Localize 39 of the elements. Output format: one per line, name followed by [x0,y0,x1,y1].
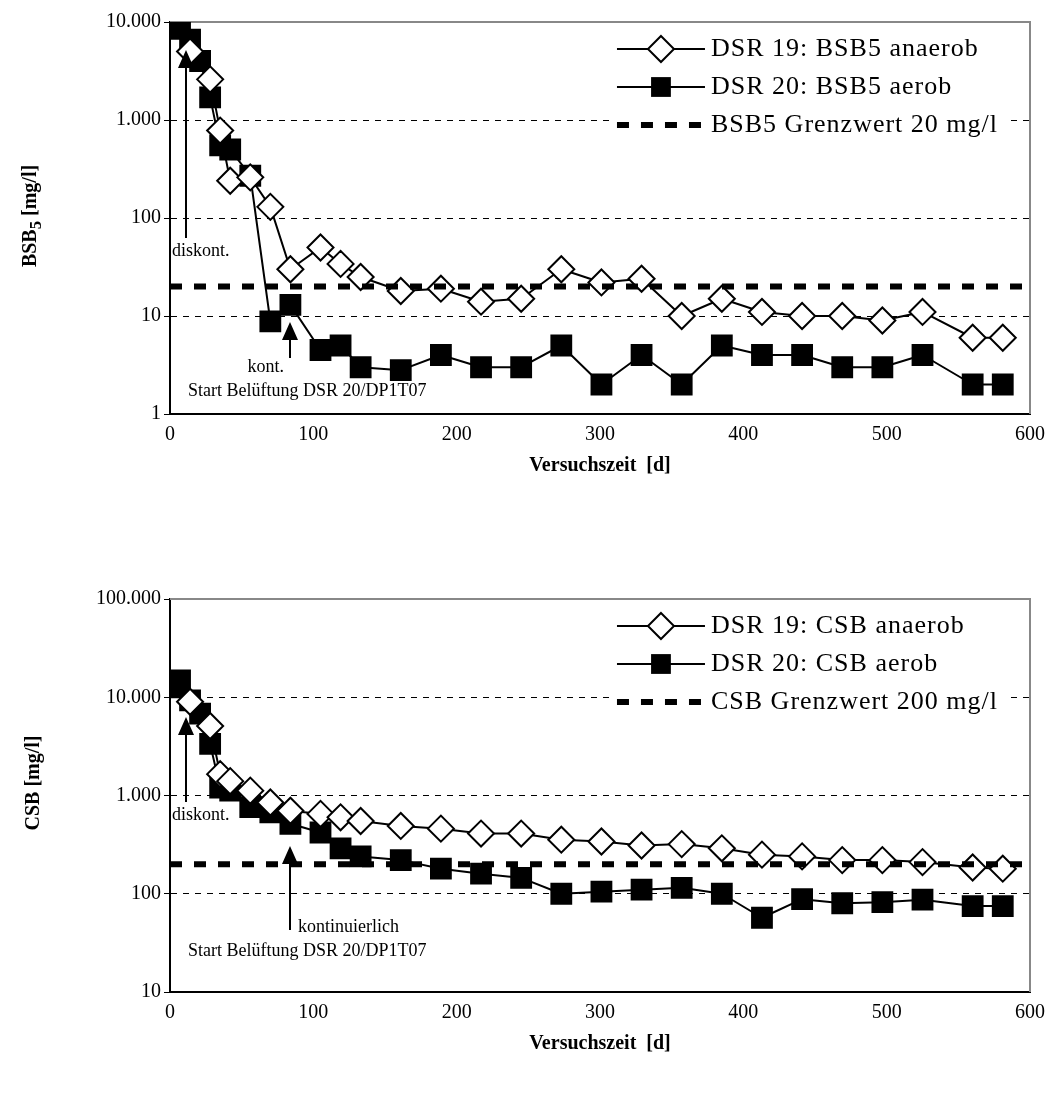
y-tick-label: 1.000 [116,107,161,130]
y-axis-title: CSB [mg/l] [20,735,44,830]
x-tick-label: 0 [165,1000,175,1023]
x-tick-label: 600 [1015,422,1045,445]
annotation: Start Belüftung DSR 20/DP1T07 [188,940,427,961]
annotation: kontinuierlich [298,916,399,937]
x-axis-title: Versuchszeit [d] [529,453,671,476]
legend-label: BSB5 Grenzwert 20 mg/l [710,108,998,138]
legend-label: DSR 20: BSB5 aerob [710,70,953,100]
x-tick-label: 500 [871,422,902,445]
y-tick-label: 1.000 [116,782,161,805]
y-tick-label: 100.000 [96,586,161,609]
x-tick-label: 300 [585,422,615,445]
y-tick-label: 10 [141,303,161,326]
y-tick-label: 100 [131,205,161,228]
legend-label: DSR 20: CSB aerob [710,647,939,677]
x-tick-label: 200 [441,422,472,445]
x-tick-label: 0 [165,422,175,445]
x-tick-label: 100 [298,422,329,445]
x-axis-title: Versuchszeit [d] [529,1031,671,1054]
x-tick-label: 400 [728,1000,759,1023]
y-tick-label: 100 [131,881,161,903]
x-tick-label: 600 [1015,1000,1045,1023]
x-tick-label: 300 [585,1000,615,1023]
annotation: diskont. [172,804,230,825]
legend-label: DSR 19: CSB anaerob [710,609,965,639]
y-tick-label: 10 [141,979,161,1002]
x-tick-label: 200 [441,1000,472,1023]
annotation: diskont. [172,240,230,261]
annotation: kont. [247,356,284,377]
legend-label: DSR 19: BSB5 anaerob [710,32,979,62]
legend-label: CSB Grenzwert 200 mg/l [710,685,998,715]
annotation: Start Belüftung DSR 20/DP1T07 [188,380,427,401]
y-tick-label: 1 [151,401,161,424]
x-tick-label: 500 [871,1000,902,1023]
y-tick-label: 10.000 [106,9,161,32]
y-tick-label: 10.000 [106,684,161,707]
x-tick-label: 400 [728,422,759,445]
x-tick-label: 100 [298,1000,329,1023]
